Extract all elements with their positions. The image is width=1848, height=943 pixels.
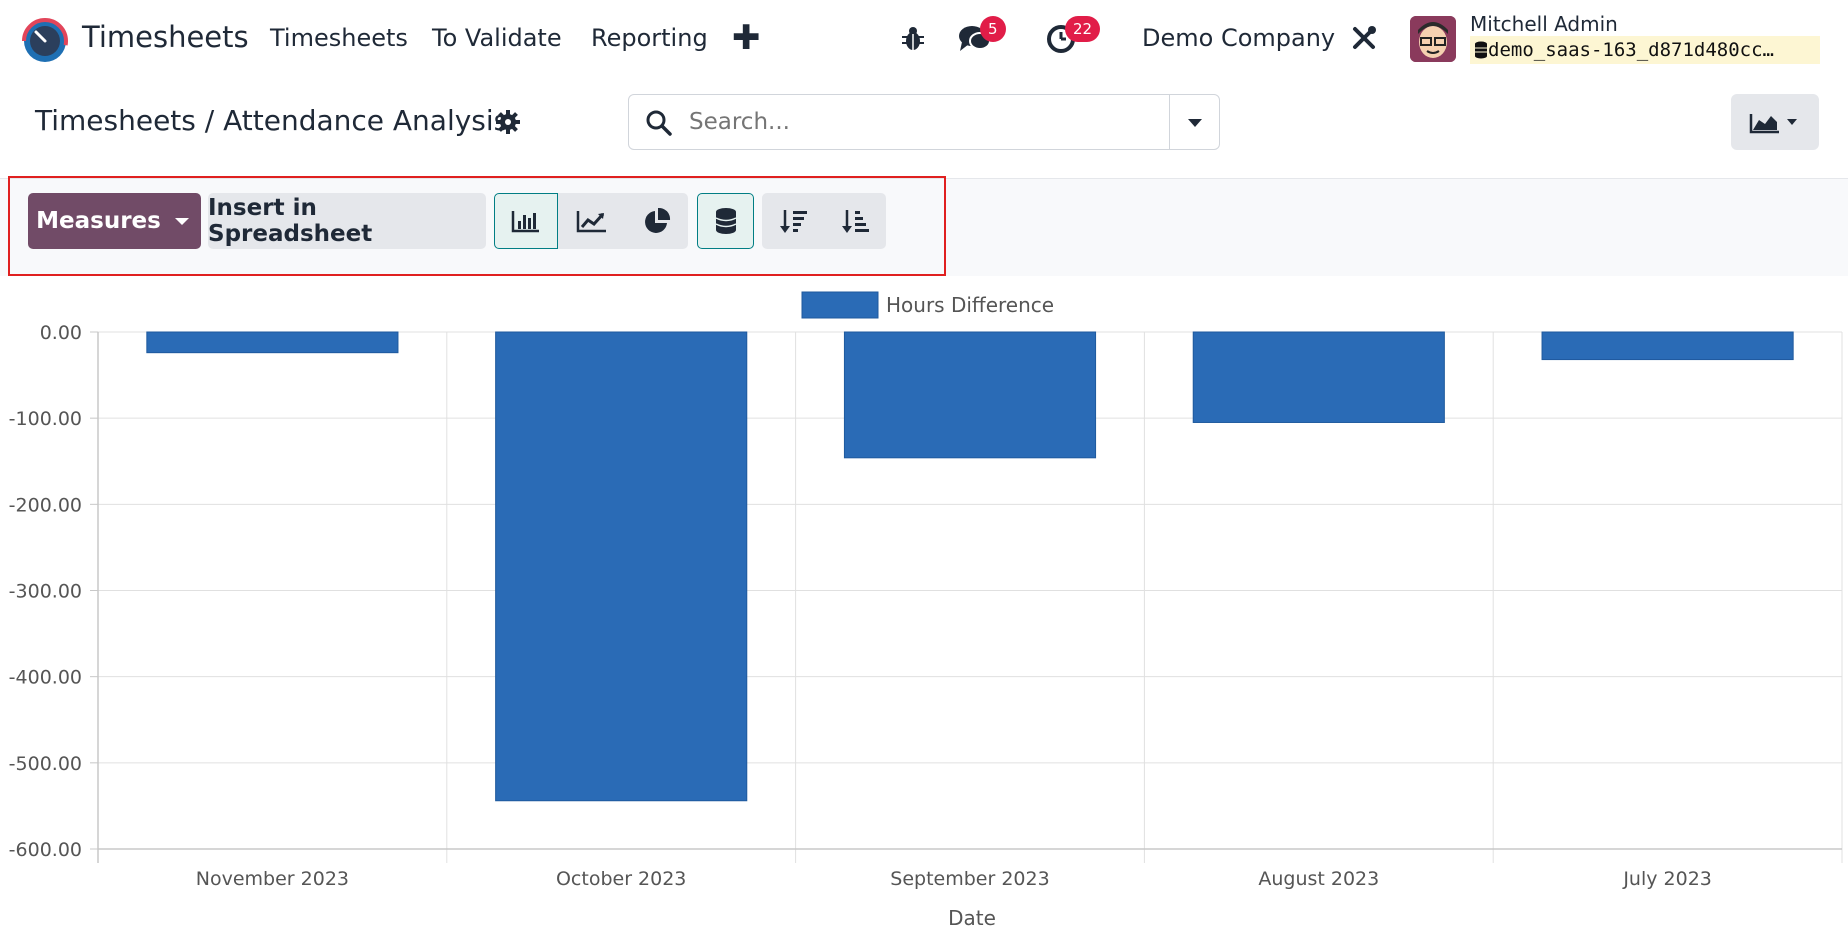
- measures-button[interactable]: Measures: [28, 193, 201, 249]
- sort-ascending-button[interactable]: [825, 193, 886, 249]
- measures-label: Measures: [36, 208, 161, 234]
- company-switcher[interactable]: Demo Company: [1142, 24, 1336, 52]
- legend-swatch: [801, 291, 879, 319]
- search-icon: [646, 110, 672, 136]
- highlight-box: [8, 176, 946, 276]
- bar: [1192, 331, 1445, 423]
- caret-down-icon: [174, 218, 189, 225]
- gear-icon[interactable]: [496, 110, 520, 134]
- y-tick-label: -200.00: [9, 494, 82, 516]
- bar: [1541, 331, 1794, 361]
- line-chart-button[interactable]: [558, 193, 626, 249]
- x-tick-label: November 2023: [196, 868, 349, 890]
- area-chart-icon: [1749, 114, 1797, 134]
- pie-chart-icon: [645, 207, 671, 233]
- bar: [146, 331, 399, 354]
- bar: [843, 331, 1097, 459]
- activities-badge: 22: [1065, 16, 1101, 42]
- avatar[interactable]: [1410, 16, 1456, 62]
- y-tick-label: -300.00: [9, 581, 82, 603]
- y-tick-label: -500.00: [9, 753, 82, 775]
- messages-badge: 5: [980, 16, 1006, 42]
- top-navbar: Timesheets Timesheets To Validate Report…: [0, 0, 1848, 78]
- y-tick-label: -600.00: [9, 839, 82, 861]
- user-name[interactable]: Mitchell Admin: [1470, 12, 1618, 36]
- sort-descending-button[interactable]: [762, 193, 825, 249]
- view-switcher[interactable]: [1731, 94, 1819, 150]
- stacked-toggle-button[interactable]: [697, 193, 754, 249]
- database-name: demo_saas-163_d871d480cc…: [1488, 39, 1774, 61]
- bar: [495, 331, 748, 802]
- app-name[interactable]: Timesheets: [82, 20, 249, 54]
- timesheets-app-icon[interactable]: [22, 18, 68, 64]
- menu-reporting[interactable]: Reporting: [591, 24, 708, 52]
- pie-chart-button[interactable]: [626, 193, 688, 249]
- caret-down-icon: [1188, 119, 1202, 127]
- plus-icon[interactable]: ✚: [732, 18, 761, 58]
- bar-chart-button[interactable]: [494, 193, 558, 249]
- menu-to-validate[interactable]: To Validate: [432, 24, 562, 52]
- breadcrumb: Timesheets / Attendance Analysis: [35, 104, 509, 137]
- y-tick-label: -100.00: [9, 408, 82, 430]
- x-tick-label: August 2023: [1258, 868, 1379, 890]
- y-tick-label: -400.00: [9, 667, 82, 689]
- database-tag: demo_saas-163_d871d480cc…: [1470, 36, 1820, 64]
- y-tick-label: 0.00: [40, 322, 82, 344]
- legend-label: Hours Difference: [886, 293, 1054, 317]
- search-input[interactable]: [689, 105, 1189, 139]
- line-chart-icon: [576, 211, 606, 233]
- insert-in-spreadsheet-button[interactable]: Insert in Spreadsheet: [208, 193, 486, 249]
- search-options-toggle[interactable]: [1169, 95, 1219, 149]
- database-icon: [715, 208, 736, 234]
- sort-ascending-icon: [841, 210, 869, 233]
- search-bar: [628, 94, 1220, 150]
- bar-chart-icon: [511, 211, 539, 233]
- bug-icon[interactable]: [900, 26, 926, 52]
- x-axis-label: Date: [948, 906, 996, 930]
- database-icon: [1475, 41, 1487, 59]
- menu-timesheets[interactable]: Timesheets: [270, 24, 408, 52]
- x-tick-label: September 2023: [890, 868, 1049, 890]
- hours-difference-bar-chart: 0.00 -100.00 -200.00 -300.00 -400.00 -500.00 -…: [9, 291, 1843, 930]
- x-tick-label: July 2023: [1622, 868, 1712, 890]
- tools-icon[interactable]: [1350, 24, 1378, 52]
- sort-descending-icon: [779, 210, 807, 233]
- x-tick-label: October 2023: [556, 868, 686, 890]
